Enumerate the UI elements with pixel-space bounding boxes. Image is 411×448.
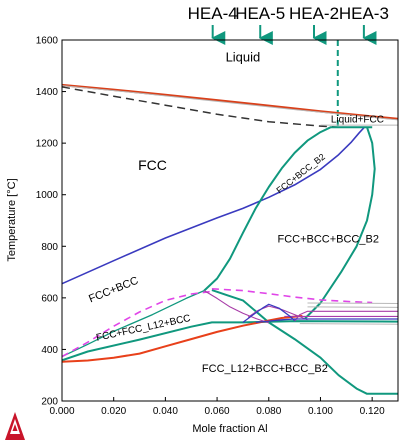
y-tick-label: 600: [41, 293, 58, 304]
y-axis: 200 400 600 800 1000 1200 1400 1600: [36, 36, 66, 408]
phase-boundary-lines: [62, 83, 398, 395]
phase-boundary-line-21: [299, 323, 398, 325]
phase-boundary-line-7: [62, 320, 398, 362]
phase-boundary-line-9: [304, 126, 376, 320]
phase-boundary-line-3: [62, 86, 339, 128]
phase-region-label: Liquid: [226, 49, 261, 64]
phase-region-label: FCC+BCC: [87, 275, 140, 306]
x-tick-label: 0.020: [101, 406, 126, 417]
phase-boundary-line-15: [294, 310, 398, 322]
phase-boundary-line-12: [211, 288, 373, 304]
y-tick-label: 1400: [36, 87, 59, 98]
phase-region-label: FCC_L12+BCC+BCC_B2: [202, 363, 328, 375]
x-tick-label: 0.100: [308, 406, 333, 417]
y-tick-label: 1000: [36, 190, 59, 201]
phase-boundary-line-11: [62, 290, 212, 358]
phase-boundary-line-13: [203, 290, 269, 324]
hea-marker-label: HEA-3: [339, 4, 389, 23]
phase-region-label: FCC: [138, 157, 167, 173]
y-tick-label: 800: [41, 242, 58, 253]
phase-boundary-line-14: [247, 305, 308, 321]
y-tick-label: 200: [41, 397, 58, 408]
phase-boundary-line-20: [307, 306, 398, 308]
phase-boundary-line-19: [307, 302, 398, 304]
x-tick-label: 0.040: [153, 406, 178, 417]
y-axis-title: Temperature [°C]: [6, 178, 18, 261]
y-tick-label: 1200: [36, 139, 59, 150]
phase-region-label: Liquid+FCC: [331, 115, 384, 126]
phase-boundary-line-6: [211, 289, 398, 395]
phase-boundary-line-4: [62, 126, 365, 285]
phase-region-labels: Liquid Liquid+FCC FCC FCC+BCC_B2 FCC+BCC+BCC…: [87, 49, 384, 375]
phase-boundary-line-18: [255, 318, 398, 324]
x-tick-label: 0.000: [49, 406, 74, 417]
x-axis-title: Mole fraction Al: [192, 423, 267, 435]
hea-marker-label: HEA-4: [188, 4, 238, 23]
x-tick-label: 0.120: [360, 406, 385, 417]
phase-region-label: FCC+BCC_B2: [274, 152, 326, 196]
phase-boundary-line-8: [62, 290, 205, 358]
phase-boundary-line-17: [242, 303, 296, 323]
phase-boundary-line-5: [203, 126, 373, 292]
phase-boundary-line-1: [62, 83, 398, 121]
x-tick-label: 0.080: [256, 406, 281, 417]
x-axis: 0.000 0.020 0.040 0.060 0.080 0.100 0.120: [49, 397, 385, 417]
x-tick-label: 0.060: [205, 406, 230, 417]
thermo-calc-logo: [5, 412, 25, 440]
hea-marker-label: HEA-2: [289, 4, 339, 23]
y-tick-label: 1600: [36, 36, 59, 47]
phase-boundary-line-10: [62, 314, 303, 363]
phase-region-label: FCC+BCC+BCC_B2: [277, 234, 378, 246]
plot-frame: [61, 39, 399, 402]
hea-marker-label: HEA-5: [235, 4, 285, 23]
y-tick-label: 400: [41, 345, 58, 356]
phase-boundary-line-2: [62, 85, 398, 121]
